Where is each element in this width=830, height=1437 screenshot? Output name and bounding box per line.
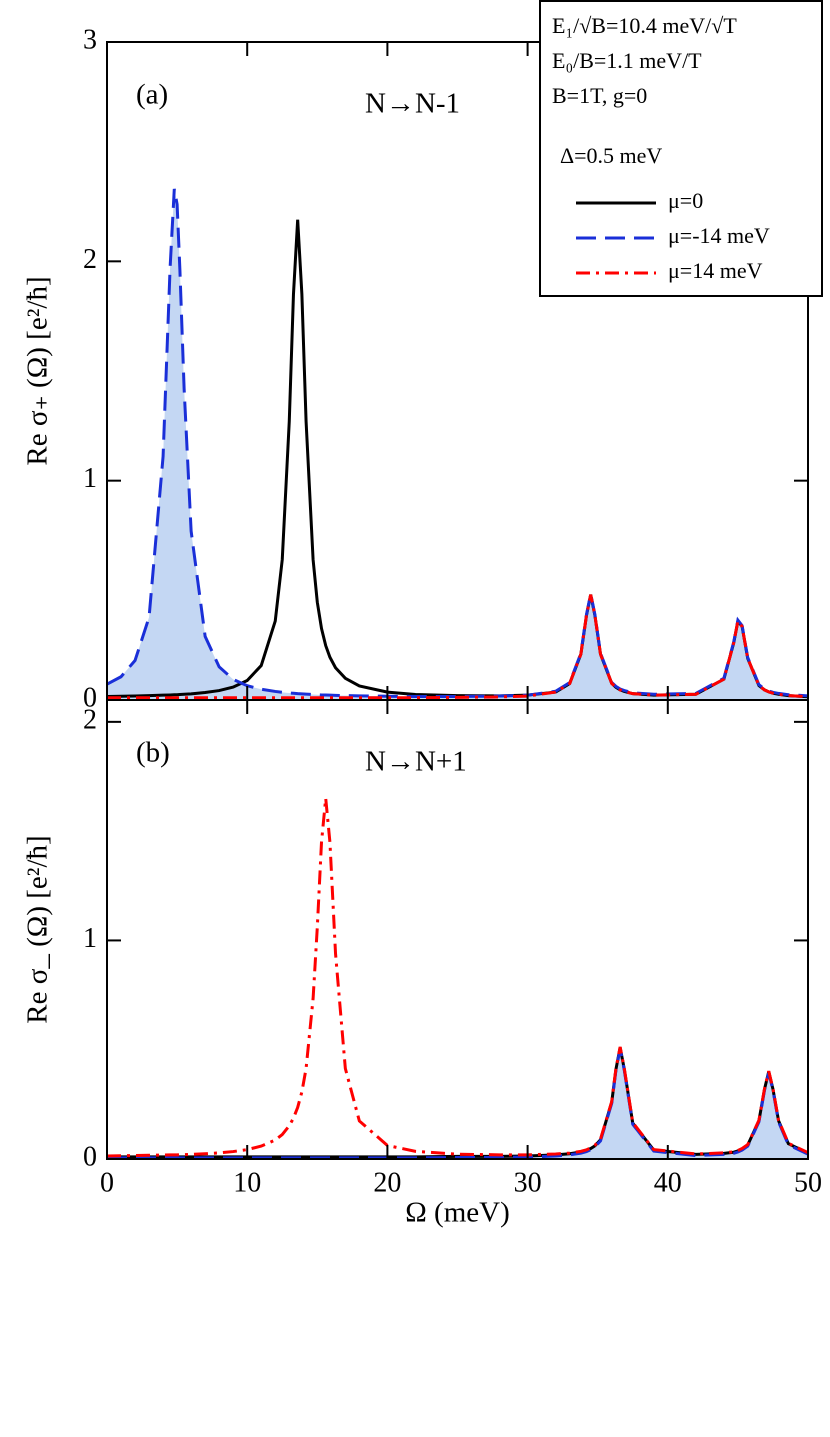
annotation: N→N-1 bbox=[365, 88, 460, 120]
area-fill bbox=[107, 188, 808, 700]
y-tick-label: 2 bbox=[83, 244, 97, 275]
series-line bbox=[107, 594, 809, 700]
legend-note: E₀/B=1.1 meV/T bbox=[552, 48, 702, 73]
legend-label: μ=14 meV bbox=[668, 258, 763, 283]
series-line bbox=[107, 1047, 809, 1159]
y-tick-label: 1 bbox=[83, 463, 97, 494]
y-tick-label: 0 bbox=[83, 1141, 97, 1172]
x-tick-label: 50 bbox=[794, 1167, 822, 1198]
y-tick-label: 1 bbox=[83, 923, 97, 954]
plot-frame bbox=[106, 699, 809, 1160]
y-axis-label: Re σ₊ (Ω) [e²/ħ] bbox=[22, 276, 54, 465]
legend-note: B=1T, g=0 bbox=[552, 83, 647, 108]
annotation: N→N+1 bbox=[365, 746, 467, 778]
x-tick-label: 40 bbox=[654, 1167, 682, 1198]
legend-label: μ=-14 meV bbox=[668, 223, 770, 248]
panel-label: (a) bbox=[136, 79, 168, 111]
y-tick-label: 2 bbox=[83, 704, 97, 735]
panel-label: (b) bbox=[136, 737, 170, 769]
x-tick-label: 0 bbox=[100, 1167, 114, 1198]
legend-note: E₁/√B=10.4 meV/√T bbox=[552, 13, 737, 38]
x-axis-label: Ω (meV) bbox=[405, 1197, 510, 1229]
series-line bbox=[106, 188, 809, 698]
y-axis-label: Re σ_ (Ω) [e²/ħ] bbox=[22, 835, 54, 1023]
legend-label: μ=0 bbox=[668, 188, 703, 213]
legend-box bbox=[539, 0, 823, 297]
x-tick-label: 10 bbox=[233, 1167, 261, 1198]
y-tick-label: 0 bbox=[83, 682, 97, 713]
legend-note: Δ=0.5 meV bbox=[560, 143, 662, 168]
series-line bbox=[107, 1048, 809, 1160]
x-tick-label: 20 bbox=[373, 1167, 401, 1198]
area-fill bbox=[107, 1048, 808, 1159]
x-tick-label: 30 bbox=[514, 1167, 542, 1198]
y-tick-label: 3 bbox=[83, 24, 97, 55]
series-line bbox=[106, 798, 809, 1158]
